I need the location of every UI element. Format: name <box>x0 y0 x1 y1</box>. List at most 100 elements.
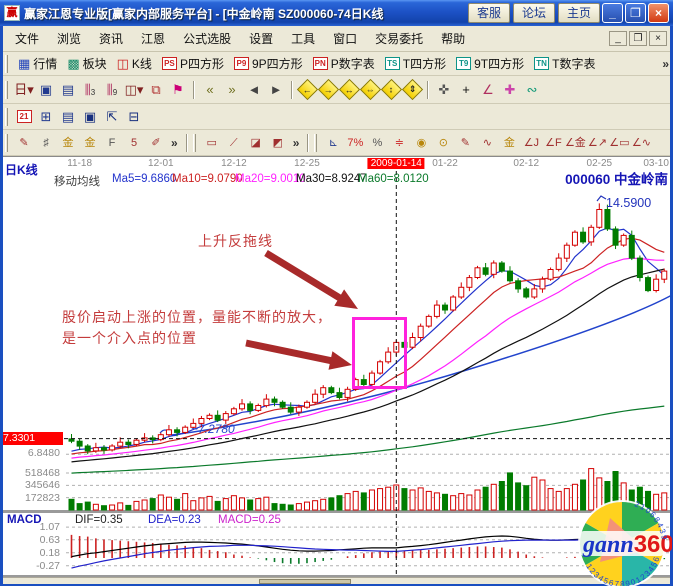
bars-3-button[interactable]: ⫼ 3 <box>79 79 101 100</box>
t-square-button[interactable]: TS T四方形 <box>380 53 451 74</box>
angle-rise-button[interactable]: ∠↗ <box>586 132 608 153</box>
info-note-button[interactable]: ▤ <box>57 79 79 100</box>
shrink-horizontal-button[interactable]: ⇔ <box>359 78 382 101</box>
gann-gold-box-button[interactable]: 金 <box>57 132 79 153</box>
step-forward-button[interactable]: ► <box>265 79 287 100</box>
save-button[interactable]: ▣ <box>79 106 101 127</box>
candle-style-dropdown-button[interactable]: ◫▾ <box>123 79 145 100</box>
mark-pink-tool-button[interactable]: ✚ <box>499 79 521 100</box>
calculator-button[interactable]: ⊞ <box>35 106 57 127</box>
shrink-vertical-button[interactable]: ⇕ <box>401 78 424 101</box>
window-border-right <box>670 26 673 586</box>
hand-tool-button[interactable]: ✜ <box>433 79 455 100</box>
angle-j-button[interactable]: ∠J <box>520 132 542 153</box>
gold-circle-button[interactable]: ◉ <box>410 132 432 153</box>
fan-tool-button[interactable]: ◪ <box>245 132 267 153</box>
nine-t-square-button[interactable]: T9 9T四方形 <box>451 53 529 74</box>
macd-panel-label: MACD <box>7 514 42 526</box>
kline-icon: ◫ <box>116 55 129 71</box>
date-tick: 02-12 <box>513 158 540 169</box>
horizontal-scrollbar[interactable] <box>3 577 670 584</box>
menu-item-设置[interactable]: 设置 <box>249 32 274 46</box>
angle-measure-tool-button[interactable]: ∠ <box>477 79 499 100</box>
export-button[interactable]: ⇱ <box>101 106 123 127</box>
first-page-icon: « <box>206 81 214 97</box>
calendar-button[interactable]: 21 <box>13 106 35 127</box>
pan-right-button[interactable]: → <box>317 78 340 101</box>
gann-grid-button[interactable]: ♯ <box>35 132 57 153</box>
expand-vertical-button[interactable]: ↕ <box>380 78 403 101</box>
menu-item-帮助[interactable]: 帮助 <box>441 32 466 46</box>
draw-overflow-chevron[interactable]: » <box>171 135 178 150</box>
percent-lines-button[interactable]: ≑ <box>388 132 410 153</box>
toolbar-overflow-chevron[interactable]: » <box>662 56 669 71</box>
frame-tool-button[interactable]: ▭ <box>201 132 223 153</box>
chart-region[interactable]: 日K线 移动均线 Ma5=9.6860 Ma10=9.0790 Ma20=9.0… <box>0 156 673 577</box>
last-page-button[interactable]: » <box>221 79 243 100</box>
pan-right-icon: → <box>324 84 333 95</box>
mdi-control-2[interactable]: × <box>649 31 667 46</box>
menu-item-交易委托[interactable]: 交易委托 <box>375 32 424 46</box>
volume-scale-label: 518468 <box>24 467 60 479</box>
bars-9-button[interactable]: ⫼ 9 <box>101 79 123 100</box>
menu-item-文件[interactable]: 文件 <box>15 32 40 46</box>
fan-shade-tool-button[interactable]: ◩ <box>267 132 289 153</box>
minimize-button[interactable]: _ <box>602 3 623 23</box>
restore-button[interactable]: ❐ <box>625 3 646 23</box>
service-button[interactable]: 客服 <box>467 3 510 23</box>
p-square-button[interactable]: PS P四方形 <box>157 53 229 74</box>
first-page-button[interactable]: « <box>199 79 221 100</box>
gold-under-button[interactable]: 金 <box>498 132 520 153</box>
tool-f-button[interactable]: F <box>101 132 123 153</box>
wave-tool-button[interactable]: ∿ <box>476 132 498 153</box>
date-tick: 01-22 <box>432 158 458 169</box>
nine-t-square-icon: T9 <box>456 57 472 70</box>
mdi-control-0[interactable]: _ <box>609 31 627 46</box>
menu-item-工具[interactable]: 工具 <box>291 32 316 46</box>
angle-box-button[interactable]: ∠▭ <box>608 132 630 153</box>
pan-left-button[interactable]: ← <box>296 78 319 101</box>
gold-ring-button[interactable]: ⊙ <box>432 132 454 153</box>
scrollbar-thumb[interactable] <box>259 579 351 584</box>
percent-button[interactable]: % <box>366 132 388 153</box>
menu-item-窗口[interactable]: 窗口 <box>333 32 358 46</box>
pen-tool-button[interactable]: ✎ <box>13 132 35 153</box>
forum-button[interactable]: 论坛 <box>512 3 555 23</box>
chart-window-button[interactable]: ▣ <box>35 79 57 100</box>
gann-gold-box-2-button[interactable]: 金 <box>79 132 101 153</box>
crosshair-tool-button[interactable]: + <box>455 79 477 100</box>
volume-flag-button[interactable]: ⚑ <box>167 79 189 100</box>
nine-p-square-button[interactable]: P9 9P四方形 <box>229 53 308 74</box>
tool-5-button[interactable]: 5 <box>123 132 145 153</box>
percent-7-button[interactable]: 7% <box>344 132 366 153</box>
pattern-button[interactable]: ⧉ <box>145 79 167 100</box>
quotes-button[interactable]: ▦ 行情 <box>13 53 62 74</box>
mdi-control-1[interactable]: ❐ <box>629 31 647 46</box>
menu-item-浏览[interactable]: 浏览 <box>57 32 82 46</box>
expand-horizontal-button[interactable]: ↔ <box>338 78 361 101</box>
t-number-table-button[interactable]: TN T数字表 <box>529 53 600 74</box>
menu-item-资讯[interactable]: 资讯 <box>99 32 124 46</box>
sectors-button[interactable]: ▩ 板块 <box>62 53 111 74</box>
kline-button[interactable]: ◫ K线 <box>112 53 157 74</box>
rays-tool-button[interactable]: ⟋ <box>223 132 245 153</box>
period-dropdown-button[interactable]: 日▾ <box>13 79 35 100</box>
peak-price-label: 14.5900 <box>606 196 652 210</box>
home-button[interactable]: 主页 <box>557 3 600 23</box>
p-number-table-button[interactable]: PN P数字表 <box>308 53 380 74</box>
angle-f-button[interactable]: ∠F <box>542 132 564 153</box>
pen-red-button[interactable]: ✐ <box>145 132 167 153</box>
menu-item-江恩[interactable]: 江恩 <box>141 32 166 46</box>
candle-pen-button[interactable]: ✎ <box>454 132 476 153</box>
draw-overflow-chevron[interactable]: » <box>292 135 300 150</box>
notepad-button[interactable]: ▤ <box>57 106 79 127</box>
step-back-button[interactable]: ◄ <box>243 79 265 100</box>
print-button[interactable]: ⊟ <box>123 106 145 127</box>
macd-scale-label: -0.27 <box>36 560 60 572</box>
mark-green-tool-button[interactable]: ∾ <box>521 79 543 100</box>
menu-item-公式选股[interactable]: 公式选股 <box>183 32 232 46</box>
close-button[interactable]: × <box>648 3 669 23</box>
angle-wave-button[interactable]: ∠∿ <box>630 132 652 153</box>
scale-ruler-button[interactable]: ⊾ <box>322 132 344 153</box>
angle-gold-button[interactable]: ∠金 <box>564 132 586 153</box>
